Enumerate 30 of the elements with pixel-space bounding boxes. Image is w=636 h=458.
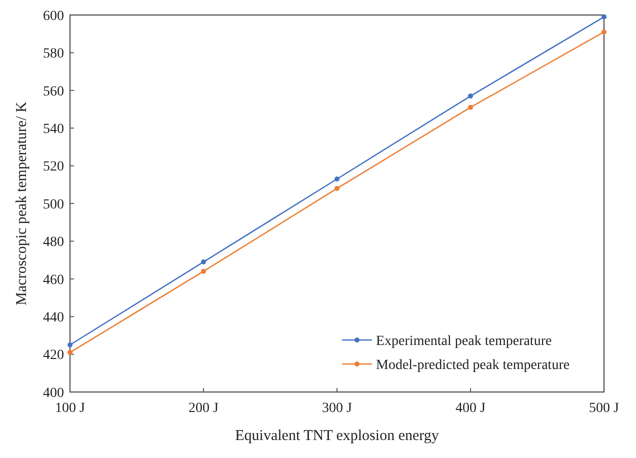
x-tick-label: 500 J [589, 401, 620, 416]
y-axis-title: Macroscopic peak temperature/ K [14, 102, 30, 306]
x-tick-label: 400 J [456, 401, 486, 416]
x-axis-title: Equivalent TNT explosion energy [235, 428, 440, 444]
y-tick-label: 540 [43, 122, 64, 137]
legend-label: Experimental peak temperature [376, 334, 552, 349]
y-tick-label: 560 [43, 84, 64, 100]
y-tick-label: 580 [43, 46, 64, 62]
point [602, 29, 606, 34]
x-tick-label: 100 J [55, 401, 86, 416]
point [334, 176, 340, 182]
legend-label: Model-predicted peak temperature [376, 358, 570, 373]
point [201, 268, 206, 274]
point [468, 94, 473, 99]
point [68, 342, 72, 348]
y-tick-label: 400 [43, 386, 64, 401]
point [68, 350, 72, 355]
x-tick-label: 200 J [188, 401, 220, 416]
x-tick-label: 300 J [322, 401, 353, 416]
point [334, 186, 340, 191]
y-tick-label: 460 [43, 272, 64, 288]
point [201, 259, 206, 264]
y-tick-label: 440 [43, 310, 64, 326]
y-tick-label: 500 [43, 197, 64, 212]
y-tick-label: 480 [43, 235, 64, 250]
y-tick-label: 520 [43, 160, 64, 175]
point [602, 14, 606, 20]
y-tick-label: 600 [43, 8, 64, 24]
y-tick-label: 420 [43, 348, 64, 364]
point [468, 104, 473, 110]
